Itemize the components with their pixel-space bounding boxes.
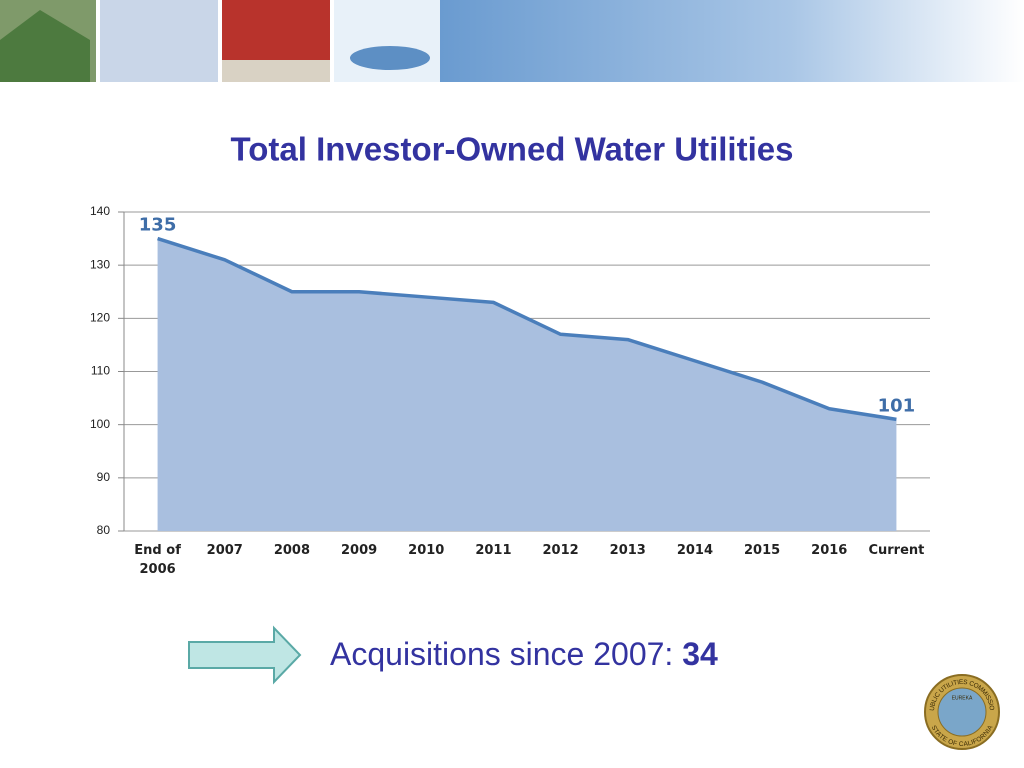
chart-title: Total Investor-Owned Water Utilities: [231, 131, 794, 168]
x-tick-label: End of 2006: [134, 543, 181, 577]
data-label: 135: [139, 215, 177, 236]
arrow-icon: [188, 625, 302, 685]
area: [157, 238, 897, 532]
y-tick-label: 130: [90, 257, 110, 271]
x-tick-label: 2009: [340, 543, 378, 558]
y-tick-label: 90: [97, 470, 111, 484]
x-tick-label: 2011: [475, 543, 512, 558]
header-banner: [0, 0, 1024, 82]
x-tick-label: 2012: [542, 543, 579, 558]
y-tick-label: 100: [90, 417, 110, 431]
footer-text: Acquisitions since 2007:: [330, 636, 674, 672]
x-tick-label: 2010: [408, 543, 445, 558]
x-tick-label: 2014: [676, 543, 713, 558]
seal-motto: EUREKA: [952, 695, 973, 701]
y-tick-label: 120: [90, 311, 110, 325]
y-tick-label: 140: [90, 204, 110, 218]
x-tick-label: 2007: [206, 543, 243, 558]
footer-highlight: 34: [682, 636, 718, 672]
x-tick-label: 2008: [273, 543, 310, 558]
footer-annotation: Acquisitions since 2007: 34: [330, 636, 718, 673]
data-label: 101: [878, 395, 916, 416]
line: [157, 236, 897, 422]
y-tick-label: 80: [97, 523, 111, 537]
x-tick-label: 2016: [811, 543, 848, 558]
y-tick-label: 110: [91, 364, 110, 378]
x-tick-label: 2015: [743, 543, 781, 558]
x-tick-label: Current: [868, 543, 925, 558]
x-tick-label: 2013: [609, 543, 646, 558]
